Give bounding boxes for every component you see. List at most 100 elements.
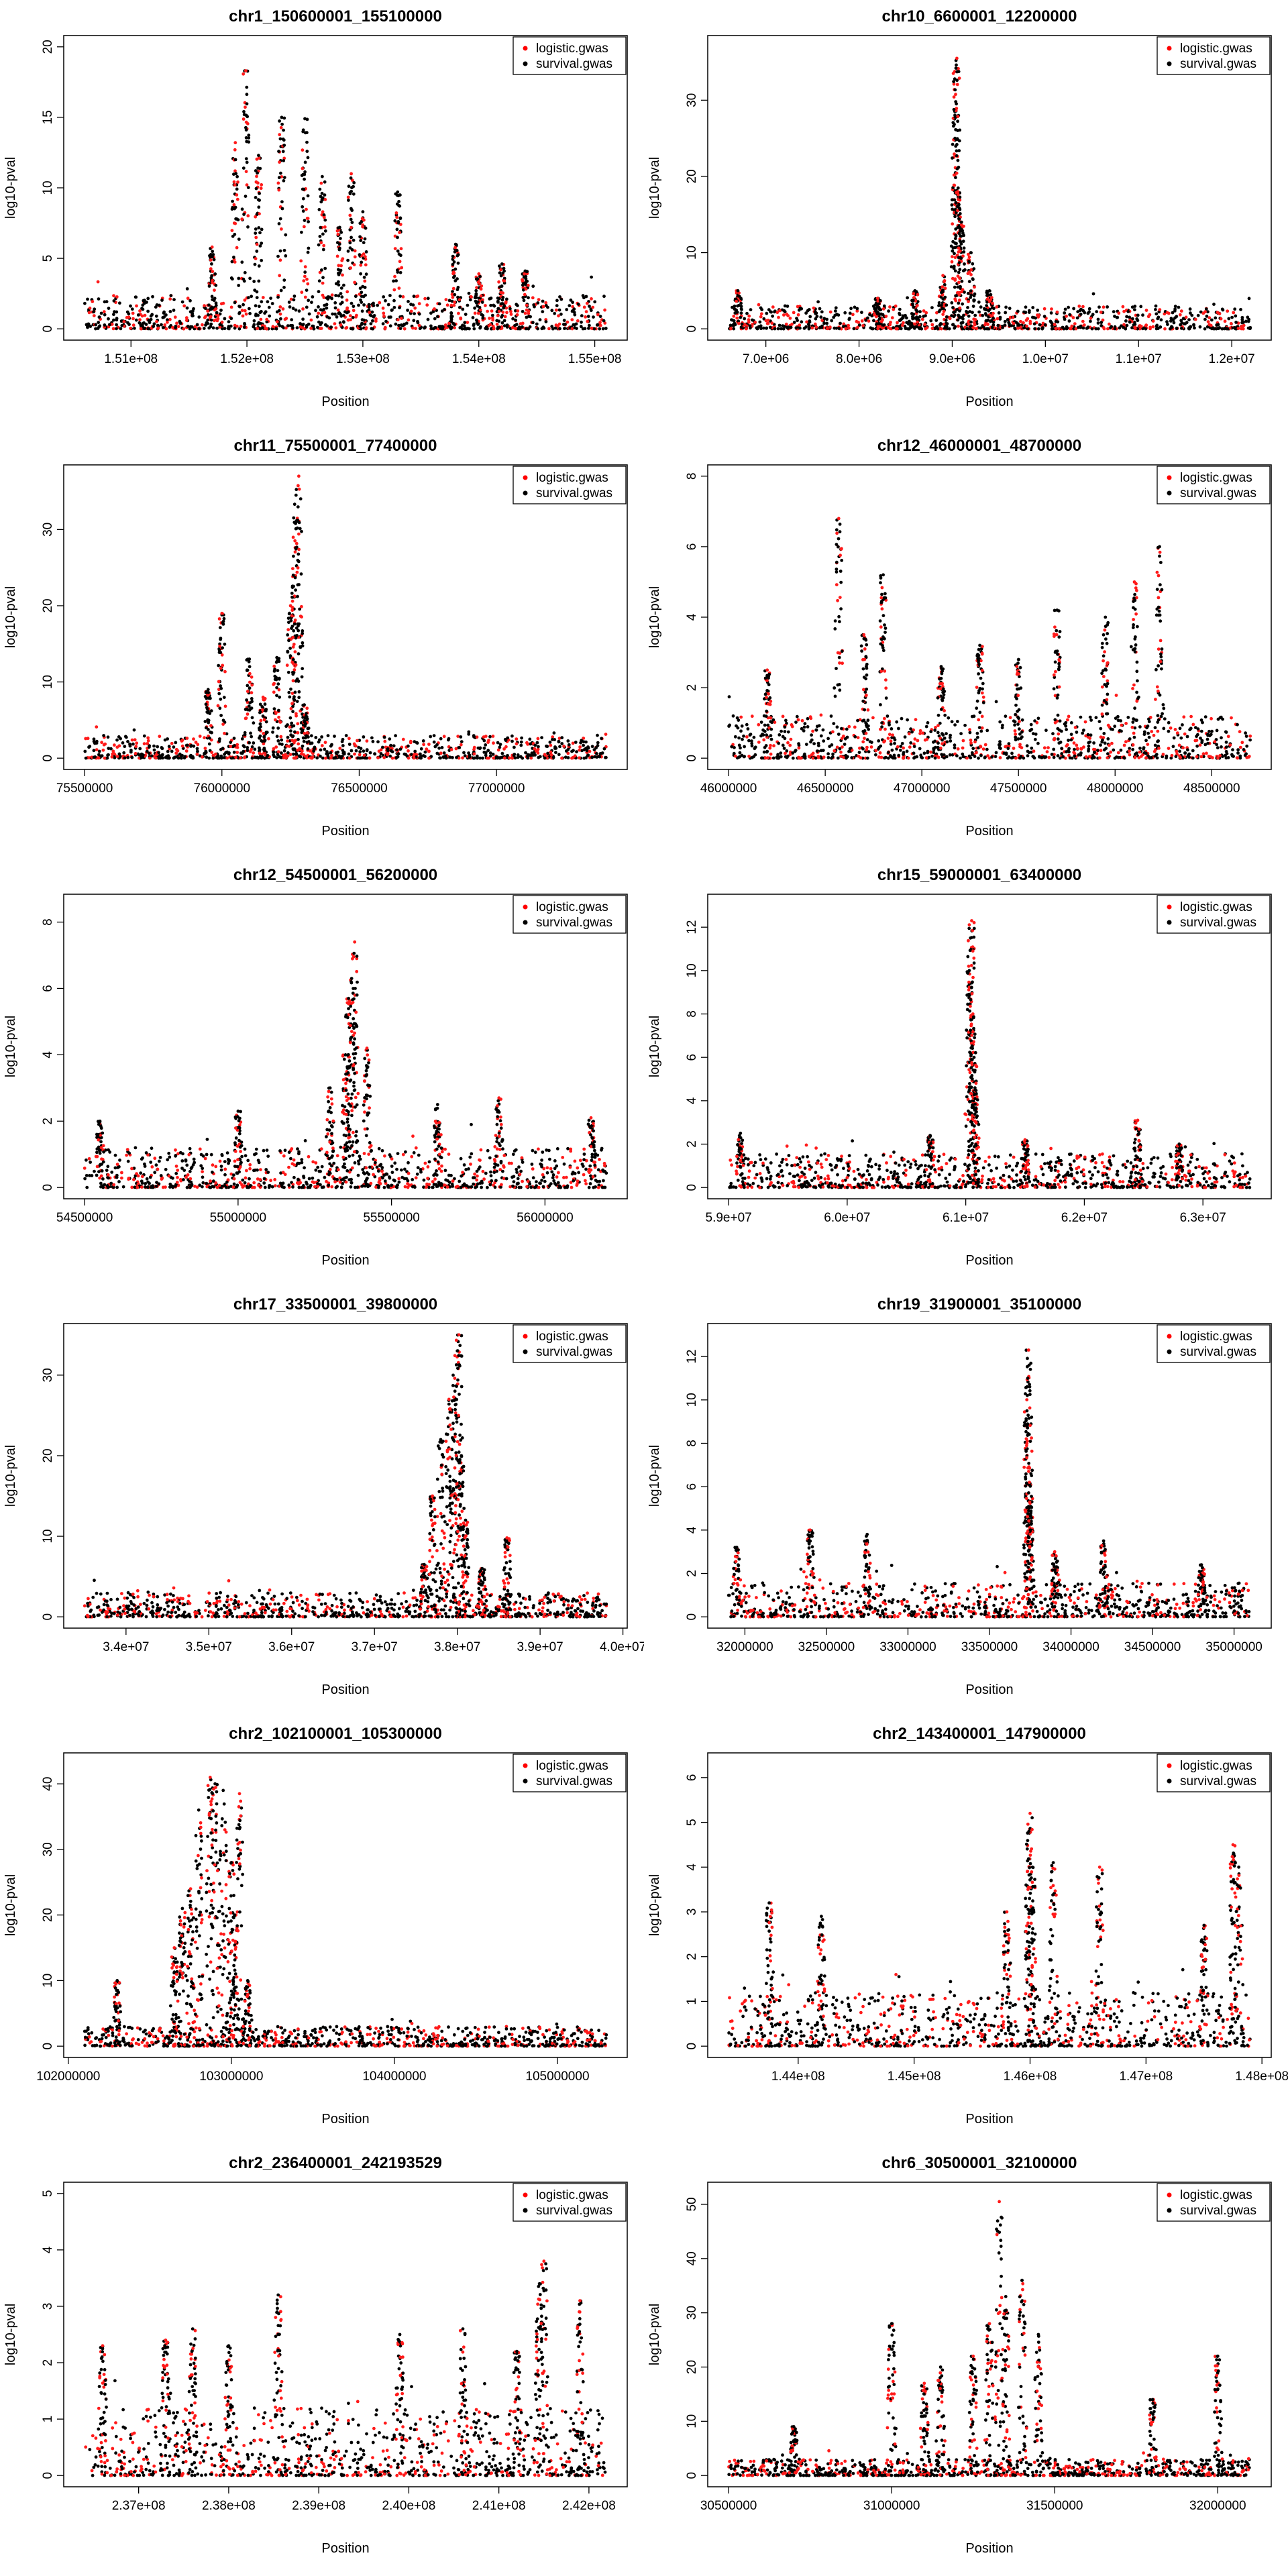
- logistic-point: [341, 273, 344, 277]
- survival-point: [558, 327, 561, 331]
- logistic-point: [218, 644, 221, 648]
- survival-point: [372, 301, 375, 305]
- survival-point: [945, 325, 949, 329]
- survival-point: [344, 734, 348, 737]
- survival-point: [93, 755, 97, 759]
- logistic-point: [967, 323, 971, 326]
- survival-point: [781, 324, 785, 327]
- survival-point: [112, 318, 115, 322]
- survival-point: [798, 307, 802, 311]
- logistic-point: [1226, 735, 1230, 739]
- survival-point: [836, 756, 840, 760]
- survival-point: [119, 319, 123, 323]
- survival-point: [915, 315, 918, 319]
- logistic-point: [980, 726, 984, 730]
- logistic-point: [1011, 315, 1015, 319]
- survival-point: [865, 738, 869, 741]
- survival-point: [337, 294, 341, 298]
- logistic-point: [1019, 319, 1022, 323]
- logistic-point: [363, 279, 367, 283]
- survival-point: [347, 743, 352, 746]
- survival-point: [245, 102, 249, 106]
- logistic-point: [284, 317, 288, 321]
- x-tick-label: 76500000: [331, 782, 388, 796]
- logistic-point: [523, 272, 527, 276]
- survival-point: [604, 327, 608, 330]
- survival-point: [221, 619, 225, 623]
- survival-point: [963, 290, 966, 294]
- survival-point: [562, 323, 566, 326]
- survival-point: [1132, 735, 1136, 739]
- survival-point: [759, 327, 763, 331]
- logistic-point: [981, 747, 985, 751]
- logistic-point: [735, 316, 739, 320]
- logistic-point: [811, 756, 815, 760]
- survival-point: [451, 290, 454, 293]
- survival-point: [1027, 751, 1031, 755]
- survival-point: [218, 626, 222, 629]
- survival-point: [785, 749, 789, 753]
- survival-point: [398, 306, 401, 310]
- logistic-point: [220, 611, 224, 615]
- survival-point: [209, 318, 213, 322]
- survival-point: [600, 751, 604, 755]
- survival-point: [288, 695, 292, 699]
- survival-point: [519, 743, 523, 747]
- logistic-point: [894, 304, 898, 308]
- survival-point: [731, 323, 735, 327]
- logistic-point: [805, 320, 808, 324]
- survival-point: [998, 740, 1002, 743]
- survival-point: [1162, 727, 1166, 731]
- logistic-point: [842, 322, 846, 326]
- logistic-point: [451, 295, 455, 299]
- logistic-point: [447, 321, 451, 325]
- logistic-point: [789, 737, 793, 741]
- logistic-point: [570, 318, 574, 321]
- survival-point: [763, 723, 767, 727]
- survival-point: [266, 753, 270, 757]
- logistic-point: [381, 307, 385, 310]
- survival-point: [733, 735, 737, 739]
- survival-point: [967, 314, 971, 318]
- survival-point: [762, 317, 766, 321]
- survival-point: [333, 301, 337, 305]
- survival-point: [102, 734, 106, 737]
- survival-point: [319, 308, 323, 312]
- survival-point: [768, 325, 772, 329]
- survival-point: [565, 308, 569, 311]
- survival-point: [256, 171, 259, 175]
- survival-point: [958, 212, 962, 215]
- survival-point: [739, 301, 743, 305]
- survival-point: [1192, 323, 1195, 327]
- survival-point: [1103, 741, 1107, 745]
- survival-point: [275, 735, 279, 739]
- survival-point: [83, 749, 87, 753]
- logistic-point: [291, 635, 295, 639]
- logistic-point: [889, 739, 893, 743]
- logistic-point: [968, 728, 971, 732]
- survival-point: [295, 700, 299, 703]
- survival-point: [957, 149, 961, 153]
- survival-point: [969, 251, 973, 254]
- logistic-point: [951, 255, 954, 258]
- survival-point: [299, 721, 303, 724]
- survival-point: [892, 326, 895, 329]
- survival-point: [1060, 752, 1064, 755]
- logistic-point: [956, 290, 959, 294]
- survival-point: [307, 322, 311, 326]
- logistic-point: [291, 645, 295, 649]
- survival-point: [580, 320, 583, 324]
- survival-point: [323, 218, 327, 222]
- survival-point: [263, 739, 266, 743]
- survival-point: [307, 312, 311, 316]
- logistic-point: [526, 283, 530, 287]
- logistic-point: [321, 281, 325, 285]
- logistic-point: [1081, 319, 1085, 323]
- logistic-point: [398, 260, 402, 264]
- survival-point: [564, 755, 568, 759]
- survival-point: [97, 321, 101, 325]
- survival-point: [512, 753, 516, 757]
- survival-point: [480, 301, 484, 304]
- survival-point: [779, 755, 783, 759]
- survival-point: [857, 323, 861, 327]
